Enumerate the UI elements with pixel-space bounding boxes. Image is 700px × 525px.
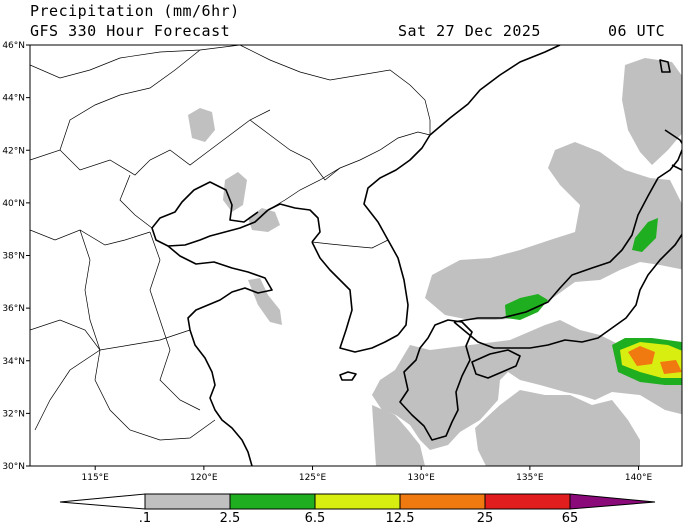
- precip-area-northeast: [622, 58, 682, 165]
- province-line-9: [34, 349, 101, 431]
- precip-area-pacific-southeast: [475, 390, 640, 466]
- shikoku: [471, 349, 521, 379]
- precip-area-yellow-sea: [248, 278, 282, 325]
- kyushu: [399, 319, 473, 441]
- province-line-5: [149, 231, 201, 411]
- precip-area-sea-of-japan: [425, 142, 682, 320]
- precip-area-kyushu-south: [372, 320, 682, 450]
- colorbar: .1 2.5 6.5 12.5 25 65: [59, 493, 656, 525]
- jeju-island: [339, 371, 357, 381]
- honshu: [453, 149, 682, 349]
- colorbar-left-arrow: [59, 493, 146, 510]
- liaodong-bohai-coast: [151, 181, 269, 247]
- forecast-label: GFS 330 Hour Forecast: [30, 22, 231, 40]
- province-line-8: [249, 119, 341, 181]
- precip-green-honshu-north: [632, 218, 658, 252]
- latitude-axis: 46°N 44°N 42°N 40°N 38°N 36°N 34°N 32°N 30°N: [2, 41, 30, 472]
- province-line-6: [119, 174, 153, 229]
- lon-tick-label: 115°E: [82, 473, 110, 483]
- colorbar-segment-moderate: [229, 493, 316, 510]
- colorbar-segment-intense: [484, 493, 571, 510]
- colorbar-segment-heavy: [314, 493, 401, 510]
- lon-tick-label: 135°E: [516, 473, 544, 483]
- shandong-coast: [167, 245, 273, 331]
- colorbar-label: 2.5: [220, 511, 241, 525]
- province-line-1: [30, 109, 271, 176]
- province-line-3: [30, 319, 191, 351]
- lon-tick-label: 120°E: [190, 473, 218, 483]
- lat-tick-label: 34°N: [2, 357, 25, 367]
- coastlines: [151, 45, 682, 466]
- precip-orange-core-2: [660, 360, 682, 374]
- colorbar-segment-light: [144, 493, 231, 510]
- nk-sk-border: [311, 239, 389, 249]
- precip-green-honshu-west: [505, 294, 548, 320]
- lat-tick-label: 42°N: [2, 146, 25, 156]
- precip-area-inland-1: [188, 108, 215, 142]
- china-east-coast: [189, 329, 253, 466]
- colorbar-label: .1: [139, 511, 151, 525]
- lat-tick-label: 40°N: [2, 199, 25, 209]
- lon-tick-label: 125°E: [299, 473, 327, 483]
- hokkaido: [659, 59, 682, 171]
- precip-light-areas: [188, 58, 682, 466]
- colorbar-label: 6.5: [305, 511, 326, 525]
- mongolia-border: [30, 45, 241, 79]
- korea-northwest-coast: [267, 203, 321, 243]
- russia-coast: [429, 45, 561, 136]
- map-title: Precipitation (mm/6hr): [30, 2, 240, 20]
- china-nk-border: [267, 131, 431, 211]
- korea-west-coast: [311, 241, 399, 353]
- colorbar-segment-very-heavy: [399, 493, 486, 510]
- lat-tick-label: 38°N: [2, 252, 25, 262]
- lat-tick-label: 46°N: [2, 41, 25, 51]
- colorbar-right-arrow: [569, 493, 656, 510]
- precip-very-heavy-areas: [628, 346, 682, 374]
- precip-orange-core-1: [628, 346, 655, 366]
- precip-area-pacific-south: [372, 405, 425, 466]
- korea-east-coast: [363, 134, 431, 336]
- province-line-2: [30, 229, 151, 246]
- colorbar-label: 25: [477, 511, 494, 525]
- lat-tick-label: 32°N: [2, 409, 25, 419]
- lat-tick-label: 30°N: [2, 462, 25, 472]
- lat-tick-label: 36°N: [2, 304, 25, 314]
- lon-tick-label: 130°E: [408, 473, 436, 483]
- valid-time: 06 UTC: [608, 22, 666, 40]
- china-russia-border: [239, 45, 431, 135]
- province-line-7: [59, 49, 201, 151]
- lat-tick-label: 44°N: [2, 94, 25, 104]
- colorbar-label: 65: [562, 511, 579, 525]
- province-line-4: [79, 229, 216, 441]
- precip-area-bohai: [248, 208, 280, 232]
- colorbar-label: 12.5: [386, 511, 415, 525]
- inland-borders: [30, 45, 431, 441]
- lon-tick-label: 140°E: [625, 473, 653, 483]
- longitude-axis: 115°E 120°E 125°E 130°E 135°E 140°E: [82, 466, 653, 483]
- valid-date: Sat 27 Dec 2025: [398, 22, 541, 40]
- precip-area-inland-2: [223, 172, 247, 212]
